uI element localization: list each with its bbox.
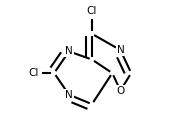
Text: N: N: [116, 45, 124, 55]
Text: Cl: Cl: [87, 6, 97, 16]
Text: Cl: Cl: [29, 68, 39, 78]
Text: O: O: [116, 86, 125, 96]
Text: N: N: [65, 90, 73, 100]
Text: N: N: [65, 46, 73, 56]
